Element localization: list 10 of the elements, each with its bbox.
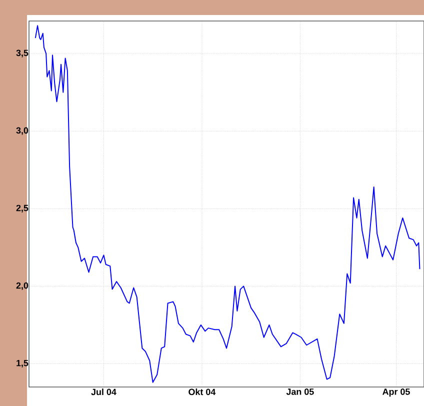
y-tick-label: 2,0 bbox=[16, 282, 28, 290]
x-tick-label: Okt 04 bbox=[188, 388, 216, 396]
line-series bbox=[34, 25, 420, 383]
y-tick-label: 2,5 bbox=[16, 204, 28, 212]
x-tick-label: Apr 05 bbox=[382, 388, 410, 397]
y-tick-label: 3,0 bbox=[16, 127, 28, 135]
y-tick-label: 1,5 bbox=[16, 360, 28, 368]
x-tick-label: Jul 04 bbox=[91, 388, 116, 396]
y-tick-label: 3,5 bbox=[16, 50, 28, 58]
x-tick-label: Jan 05 bbox=[286, 388, 314, 395]
